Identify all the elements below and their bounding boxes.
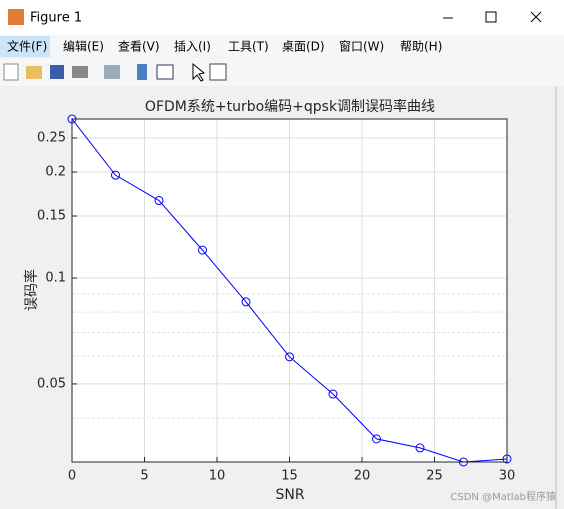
y-tick-label: 0.1 xyxy=(45,270,66,285)
y-tick-label: 0.05 xyxy=(37,376,66,391)
toolbar-icons xyxy=(3,62,227,82)
menu-bar xyxy=(0,35,564,57)
menu-item[interactable]: 窗口(W) xyxy=(339,40,384,54)
link-icon[interactable] xyxy=(104,65,120,79)
x-tick-label: 30 xyxy=(499,469,516,484)
x-axis-label: SNR xyxy=(275,487,304,503)
app-icon xyxy=(8,9,24,25)
print-icon[interactable] xyxy=(72,66,88,78)
chart-title: OFDM系统+turbo编码+qpsk调制误码率曲线 xyxy=(145,98,435,115)
menu-item[interactable]: 文件(F) xyxy=(7,39,47,54)
axes-box xyxy=(71,118,508,463)
close-button[interactable] xyxy=(530,11,542,23)
data-marker xyxy=(328,389,338,399)
x-tick-label: 10 xyxy=(209,469,226,484)
data-marker xyxy=(372,434,381,444)
title-bar xyxy=(0,0,564,35)
x-tick-label: 0 xyxy=(68,469,76,484)
data-marker xyxy=(154,196,164,206)
legend-icon[interactable] xyxy=(156,64,174,80)
new-icon[interactable] xyxy=(3,63,19,81)
window-title: Figure 1 xyxy=(30,11,82,26)
menu-highlight xyxy=(0,36,50,57)
save-icon[interactable] xyxy=(50,65,64,79)
maximize-button[interactable] xyxy=(485,11,497,23)
y-tick-label: 0.15 xyxy=(37,209,66,224)
x-tick-label: 20 xyxy=(354,469,371,484)
data-marker xyxy=(111,170,120,180)
x-tick-label: 25 xyxy=(426,469,443,484)
menu-item[interactable]: 查看(V) xyxy=(118,40,160,54)
y-tick-label: 0.25 xyxy=(37,130,66,145)
property-icon[interactable] xyxy=(209,63,227,81)
menu-item[interactable]: 插入(I) xyxy=(174,40,211,54)
data-marker xyxy=(415,443,425,453)
menu-item[interactable]: 桌面(D) xyxy=(282,40,325,54)
open-icon[interactable] xyxy=(26,66,42,79)
x-tick-label: 5 xyxy=(140,469,148,484)
watermark: CSDN @Matlab程序猿 xyxy=(450,490,556,503)
menu-item[interactable]: 工具(T) xyxy=(228,40,269,54)
menu-item[interactable]: 帮助(H) xyxy=(400,40,442,54)
data-marker xyxy=(241,297,251,307)
pointer-icon[interactable] xyxy=(192,62,206,82)
data-line xyxy=(71,118,508,463)
data-marker xyxy=(198,245,207,255)
menu-item[interactable]: 编辑(E) xyxy=(63,39,104,54)
y-axis-label: 误码率 xyxy=(23,269,40,311)
toolbar xyxy=(0,58,564,86)
y-tick-label: 0.2 xyxy=(45,165,66,180)
x-tick-label: 15 xyxy=(281,469,298,484)
colorbar-icon[interactable] xyxy=(137,64,147,80)
data-marker xyxy=(285,352,294,362)
